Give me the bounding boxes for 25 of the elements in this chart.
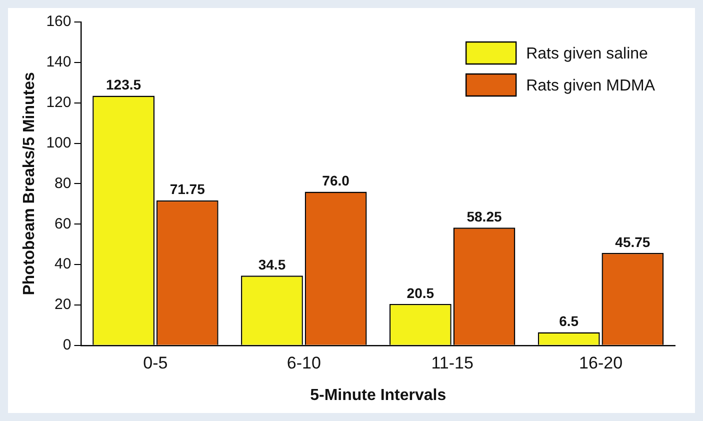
y-tick-label: 120 <box>46 94 72 111</box>
y-tick-label: 160 <box>46 13 72 30</box>
y-axis-title: Photobeam Breaks/5 Minutes <box>21 72 38 296</box>
data-label: 123.5 <box>106 76 142 93</box>
data-label: 58.25 <box>466 208 502 225</box>
data-label: 45.75 <box>615 234 650 250</box>
x-tick-label: 0-5 <box>143 353 168 372</box>
x-tick-label: 6-10 <box>286 353 321 372</box>
y-tick-label: 140 <box>46 54 72 71</box>
y-tick-label: 0 <box>62 336 72 354</box>
data-label: 76.0 <box>322 172 350 189</box>
x-tick-label: 11-15 <box>431 353 474 372</box>
x-tick-label: 16-20 <box>579 353 623 372</box>
data-label: 20.5 <box>406 284 434 301</box>
y-tick-label: 60 <box>54 215 72 232</box>
data-label: 6.5 <box>559 313 579 330</box>
y-tick-label: 40 <box>54 256 72 273</box>
x-axis-title: 5-Minute Intervals <box>310 386 446 404</box>
y-tick-label: 20 <box>54 296 72 314</box>
y-tick-label: 100 <box>46 134 72 152</box>
legend-label: Rats given saline <box>526 45 648 62</box>
legend-label: Rats given MDMA <box>526 77 656 94</box>
data-label: 71.75 <box>170 181 206 198</box>
y-tick-label: 80 <box>54 174 72 192</box>
data-label: 34.5 <box>258 256 286 273</box>
